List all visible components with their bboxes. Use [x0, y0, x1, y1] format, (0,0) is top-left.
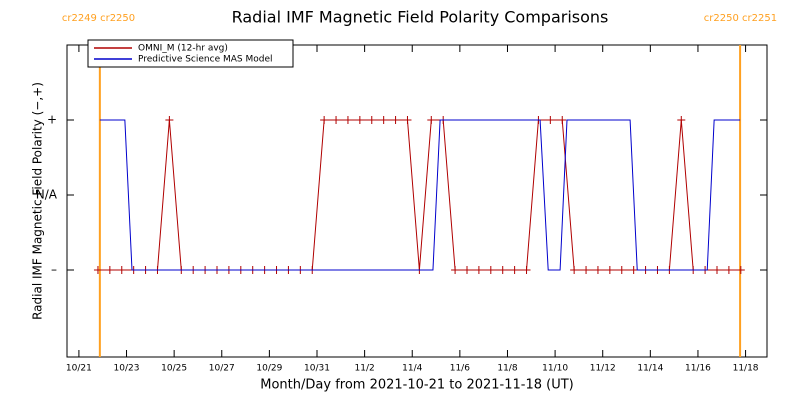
y-tick-label: +	[47, 113, 57, 127]
data-marker	[736, 266, 745, 274]
data-marker	[320, 116, 329, 124]
data-marker	[617, 266, 626, 274]
x-tick-label: 11/10	[542, 364, 568, 374]
x-tick-label: 10/31	[304, 364, 330, 374]
data-marker	[558, 116, 567, 124]
x-tick-label: 10/27	[209, 364, 235, 374]
data-marker	[117, 266, 126, 274]
x-tick-label: 11/2	[355, 364, 375, 374]
data-marker	[367, 116, 376, 124]
data-marker	[570, 266, 579, 274]
data-marker	[713, 266, 721, 274]
data-marker	[427, 116, 436, 124]
data-marker	[498, 266, 507, 274]
x-tick-label: 10/23	[114, 364, 140, 374]
legend-label: OMNI_M (12-hr avg)	[138, 44, 228, 54]
data-marker	[93, 266, 102, 274]
x-tick-label: 10/25	[161, 364, 187, 374]
data-marker	[582, 266, 591, 274]
data-marker	[463, 266, 471, 274]
data-marker	[165, 116, 174, 124]
x-tick-label: 11/8	[497, 364, 517, 374]
y-axis-label: Radial IMF Magnetic Field Polarity (−,+)	[31, 82, 45, 320]
data-marker	[332, 116, 341, 124]
x-tick-label: 11/6	[450, 364, 470, 374]
x-tick-label: 11/18	[733, 364, 759, 374]
data-marker	[486, 266, 495, 274]
y-tick-label: N/A	[36, 188, 58, 202]
data-marker	[343, 116, 352, 124]
x-tick-label: 11/14	[637, 364, 663, 374]
data-marker	[403, 116, 412, 124]
data-marker	[474, 266, 483, 274]
data-marker	[379, 116, 388, 124]
x-tick-label: 11/4	[402, 364, 422, 374]
chart-title: Radial IMF Magnetic Field Polarity Compa…	[232, 8, 609, 27]
data-marker	[605, 266, 614, 274]
data-marker	[391, 116, 400, 124]
data-marker	[546, 116, 555, 124]
data-marker	[724, 266, 733, 274]
y-tick-label: –	[51, 263, 57, 277]
data-marker	[593, 266, 602, 274]
data-marker	[629, 266, 638, 274]
legend-label: Predictive Science MAS Model	[138, 55, 273, 65]
data-marker	[355, 116, 364, 124]
carrington-label: cr2249 cr2250	[62, 13, 135, 24]
carrington-label: cr2250 cr2251	[704, 13, 777, 24]
data-marker	[105, 266, 114, 274]
legend-box	[87, 39, 294, 68]
x-tick-label: 10/29	[256, 364, 282, 374]
data-marker	[451, 266, 460, 274]
series-line	[99, 119, 741, 271]
plot-frame	[66, 44, 768, 358]
data-marker	[522, 266, 531, 274]
x-tick-label: 11/12	[590, 364, 616, 374]
x-tick-label: 10/21	[66, 364, 92, 374]
data-marker	[510, 266, 519, 274]
x-tick-label: 11/16	[685, 364, 711, 374]
x-axis-label: Month/Day from 2021-10-21 to 2021-11-18 …	[260, 378, 573, 393]
data-marker	[677, 116, 686, 124]
